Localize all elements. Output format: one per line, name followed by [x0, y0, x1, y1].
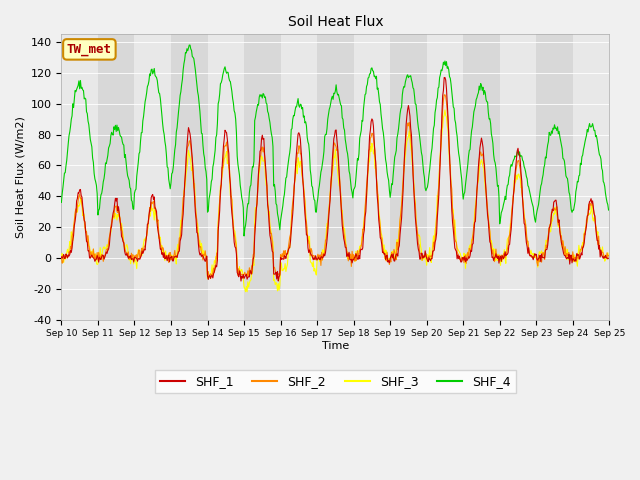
Bar — [244, 35, 280, 320]
Bar — [463, 35, 500, 320]
SHF_4 — [179, 67, 187, 73]
Bar — [536, 35, 573, 320]
SHF_1 — [179, 211, 187, 217]
SHF_4 — [403, 73, 411, 79]
Line: SHF_1: SHF_1 — [61, 77, 609, 281]
SHF_1 — [237, 278, 245, 284]
SHF_1 — [403, 121, 410, 127]
SHF_4 — [124, 173, 131, 179]
SHF_2 — [58, 254, 65, 260]
Y-axis label: Soil Heat Flux (W/m2): Soil Heat Flux (W/m2) — [15, 116, 25, 238]
SHF_3 — [124, 245, 131, 251]
Bar — [280, 35, 317, 320]
SHF_1 — [58, 254, 65, 260]
SHF_2 — [273, 275, 280, 280]
SHF_4 — [419, 161, 427, 167]
Line: SHF_3: SHF_3 — [61, 110, 609, 292]
SHF_1 — [208, 273, 216, 278]
SHF_2 — [208, 273, 216, 278]
SHF_2 — [403, 132, 410, 138]
SHF_2 — [179, 194, 187, 200]
Line: SHF_2: SHF_2 — [61, 95, 609, 277]
SHF_1 — [441, 74, 449, 80]
SHF_3 — [605, 253, 612, 259]
Bar — [134, 35, 171, 320]
SHF_1 — [67, 250, 75, 255]
SHF_2 — [441, 92, 449, 97]
SHF_4 — [605, 207, 612, 213]
SHF_2 — [67, 246, 75, 252]
Bar — [573, 35, 609, 320]
SHF_1 — [419, 251, 426, 256]
SHF_2 — [419, 257, 426, 263]
SHF_4 — [209, 164, 217, 170]
Bar — [354, 35, 390, 320]
SHF_4 — [186, 42, 193, 48]
SHF_3 — [179, 203, 187, 208]
SHF_2 — [605, 253, 612, 259]
SHF_3 — [419, 258, 426, 264]
SHF_3 — [58, 252, 65, 258]
SHF_3 — [208, 262, 216, 268]
SHF_3 — [441, 107, 449, 113]
Text: TW_met: TW_met — [67, 43, 112, 56]
Bar — [317, 35, 354, 320]
SHF_3 — [403, 144, 410, 150]
SHF_1 — [124, 253, 131, 259]
Bar — [61, 35, 98, 320]
Bar — [98, 35, 134, 320]
Bar — [171, 35, 207, 320]
SHF_3 — [67, 229, 75, 235]
Bar — [427, 35, 463, 320]
SHF_4 — [240, 233, 248, 239]
Line: SHF_4: SHF_4 — [61, 45, 609, 236]
Bar — [207, 35, 244, 320]
SHF_3 — [243, 289, 251, 295]
SHF_4 — [58, 200, 65, 205]
SHF_4 — [67, 116, 75, 122]
SHF_2 — [124, 253, 131, 259]
Bar — [500, 35, 536, 320]
X-axis label: Time: Time — [322, 341, 349, 351]
Bar — [390, 35, 427, 320]
SHF_1 — [605, 255, 612, 261]
Title: Soil Heat Flux: Soil Heat Flux — [287, 15, 383, 29]
Legend: SHF_1, SHF_2, SHF_3, SHF_4: SHF_1, SHF_2, SHF_3, SHF_4 — [155, 371, 516, 394]
